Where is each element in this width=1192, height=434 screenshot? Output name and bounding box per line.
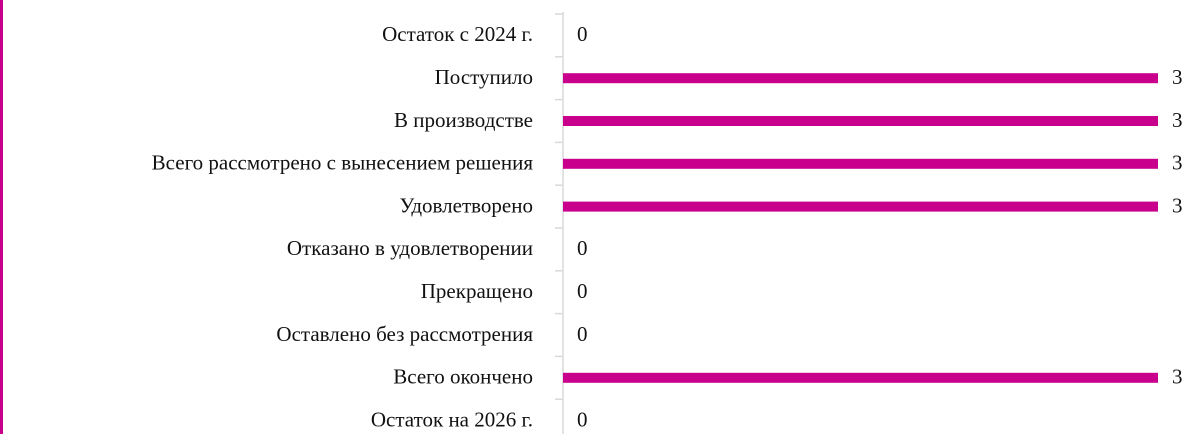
value-label: 0 <box>577 322 588 346</box>
category-label: Всего окончено <box>393 365 533 389</box>
category-label: Поступило <box>435 65 533 89</box>
left-border <box>0 0 3 434</box>
value-label: 0 <box>577 22 588 46</box>
value-label: 3 <box>1172 65 1183 89</box>
category-label: Оставлено без рассмотрения <box>276 322 533 346</box>
bar <box>563 158 1158 169</box>
value-label: 3 <box>1172 193 1183 217</box>
bar <box>563 73 1158 84</box>
category-label: В производстве <box>394 108 533 132</box>
value-label: 3 <box>1172 151 1183 175</box>
value-label: 3 <box>1172 365 1183 389</box>
bar <box>563 116 1158 126</box>
value-label: 3 <box>1172 108 1183 132</box>
category-label: Отказано в удовлетворении <box>287 236 533 260</box>
category-label: Всего рассмотрено с вынесением решения <box>152 151 534 175</box>
category-label: Удовлетворено <box>399 193 533 217</box>
category-label: Прекращено <box>421 279 533 303</box>
value-label: 0 <box>577 279 588 303</box>
bar <box>563 372 1158 383</box>
value-label: 0 <box>577 236 588 260</box>
category-label: Остаток на 2026 г. <box>371 407 533 431</box>
category-label: Остаток с 2024 г. <box>382 22 533 46</box>
bar <box>563 201 1158 212</box>
value-label: 0 <box>577 407 588 431</box>
